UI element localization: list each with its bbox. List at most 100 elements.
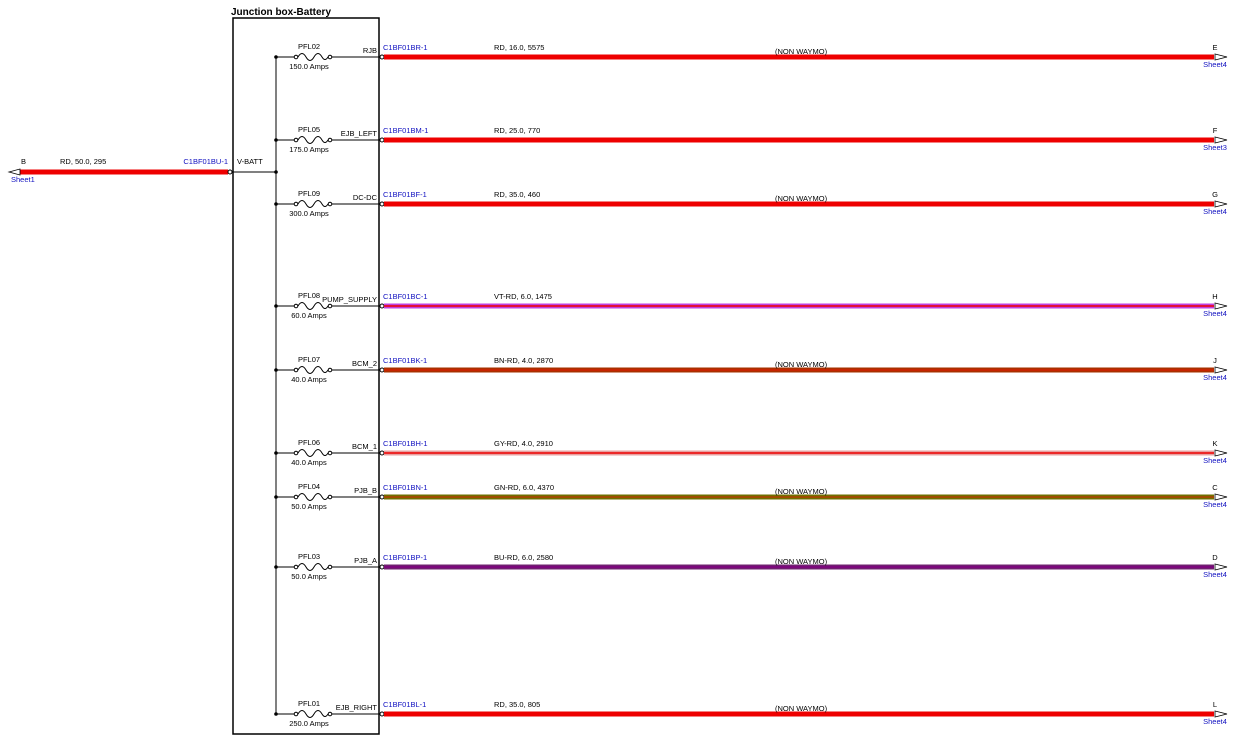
sheet-label: Sheet4 — [1203, 207, 1227, 216]
net-label: PUMP_SUPPLY — [322, 295, 377, 304]
fuse-end — [327, 494, 333, 500]
fuse-end — [327, 450, 333, 456]
output-arrow — [1214, 449, 1228, 457]
connector-label: B — [21, 157, 26, 166]
wire-spec: GY-RD, 4.0, 2910 — [494, 439, 553, 448]
sheet-label: Sheet4 — [1203, 309, 1227, 318]
wire-spec: BU-RD, 6.0, 2580 — [494, 553, 553, 562]
fuse-label: PFL07 — [298, 355, 320, 364]
fuse-label: PFL08 — [298, 291, 320, 300]
fuse-end — [293, 450, 299, 456]
fuse — [297, 366, 329, 374]
net-label: PJB_B — [354, 486, 377, 495]
sheet-label: Sheet4 — [1203, 60, 1227, 69]
fuse-end — [293, 564, 299, 570]
fuse — [297, 200, 329, 208]
terminal — [379, 54, 385, 60]
pin-label: C1BF01BN-1 — [383, 483, 428, 492]
output-arrow — [1214, 366, 1228, 374]
fuse-end — [327, 367, 333, 373]
fuse — [297, 136, 329, 144]
fuse-end — [327, 711, 333, 717]
wire-note: (NON WAYMO) — [775, 194, 828, 203]
fuse-rating: 300.0 Amps — [289, 209, 329, 218]
fuse-end — [293, 137, 299, 143]
terminal — [227, 169, 233, 175]
pin-label: C1BF01BU-1 — [183, 157, 228, 166]
net-label: EJB_LEFT — [341, 129, 378, 138]
terminal — [379, 367, 385, 373]
fuse-rating: 60.0 Amps — [291, 311, 327, 320]
wire-note: (NON WAYMO) — [775, 487, 828, 496]
output-arrow — [1214, 710, 1228, 718]
sheet-label: Sheet4 — [1203, 456, 1227, 465]
output-arrow — [1214, 136, 1228, 144]
pin-label: C1BF01BF-1 — [383, 190, 427, 199]
connector-label: E — [1212, 43, 1217, 52]
fuse-label: PFL02 — [298, 42, 320, 51]
fuse-label: PFL03 — [298, 552, 320, 561]
fuse — [297, 493, 329, 501]
output-arrow — [1214, 563, 1228, 571]
wire-spec: GN-RD, 6.0, 4370 — [494, 483, 554, 492]
connector-label: C — [1212, 483, 1218, 492]
pin-label: C1BF01BR-1 — [383, 43, 428, 52]
output-arrow — [1214, 200, 1228, 208]
wire-note: (NON WAYMO) — [775, 557, 828, 566]
terminal — [379, 303, 385, 309]
sheet-label: Sheet4 — [1203, 373, 1227, 382]
pin-label: C1BF01BM-1 — [383, 126, 428, 135]
fuse — [297, 449, 329, 457]
fuse-label: PFL01 — [298, 699, 320, 708]
fuse-end — [327, 201, 333, 207]
wire-spec: RD, 16.0, 5575 — [494, 43, 544, 52]
fuse-rating: 50.0 Amps — [291, 502, 327, 511]
fuse-end — [327, 54, 333, 60]
fuse-end — [327, 137, 333, 143]
box-title: Junction box-Battery — [231, 7, 331, 18]
sheet-label: Sheet3 — [1203, 143, 1227, 152]
net-label: BCM_2 — [352, 359, 377, 368]
fuse-rating: 175.0 Amps — [289, 145, 329, 154]
fuse — [297, 710, 329, 718]
terminal — [379, 201, 385, 207]
net-label: RJB — [363, 46, 377, 55]
connector-label: J — [1213, 356, 1217, 365]
output-arrow — [1214, 493, 1228, 501]
connector-label: D — [1212, 553, 1218, 562]
connector-label: L — [1213, 700, 1217, 709]
wire-spec: VT-RD, 6.0, 1475 — [494, 292, 552, 301]
wire-spec: RD, 35.0, 805 — [494, 700, 540, 709]
wire-note: (NON WAYMO) — [775, 704, 828, 713]
pin-label: C1BF01BL-1 — [383, 700, 426, 709]
fuse-rating: 150.0 Amps — [289, 62, 329, 71]
wire-spec: RD, 50.0, 295 — [60, 157, 106, 166]
connector-label: K — [1212, 439, 1217, 448]
fuse-label: PFL09 — [298, 189, 320, 198]
terminal — [379, 711, 385, 717]
fuse-label: PFL04 — [298, 482, 320, 491]
pin-label: C1BF01BC-1 — [383, 292, 428, 301]
fuse-rating: 250.0 Amps — [289, 719, 329, 728]
fuse — [297, 563, 329, 571]
fuse-rating: 40.0 Amps — [291, 458, 327, 467]
junction-box — [232, 17, 380, 735]
fuse-label: PFL06 — [298, 438, 320, 447]
sheet-label: Sheet1 — [11, 175, 35, 184]
fuse-rating: 50.0 Amps — [291, 572, 327, 581]
wire-spec: RD, 25.0, 770 — [494, 126, 540, 135]
pin-label: C1BF01BK-1 — [383, 356, 427, 365]
fuse-rating: 40.0 Amps — [291, 375, 327, 384]
net-label: PJB_A — [354, 556, 377, 565]
wire-spec: BN-RD, 4.0, 2870 — [494, 356, 553, 365]
wire-spec: RD, 35.0, 460 — [494, 190, 540, 199]
connector-label: H — [1212, 292, 1217, 301]
connector-label: G — [1212, 190, 1218, 199]
fuse-end — [293, 303, 299, 309]
node — [274, 170, 278, 174]
fuse — [297, 53, 329, 61]
pin-label: C1BF01BP-1 — [383, 553, 427, 562]
fuse-end — [293, 711, 299, 717]
fuse-end — [293, 494, 299, 500]
fuse-end — [293, 54, 299, 60]
